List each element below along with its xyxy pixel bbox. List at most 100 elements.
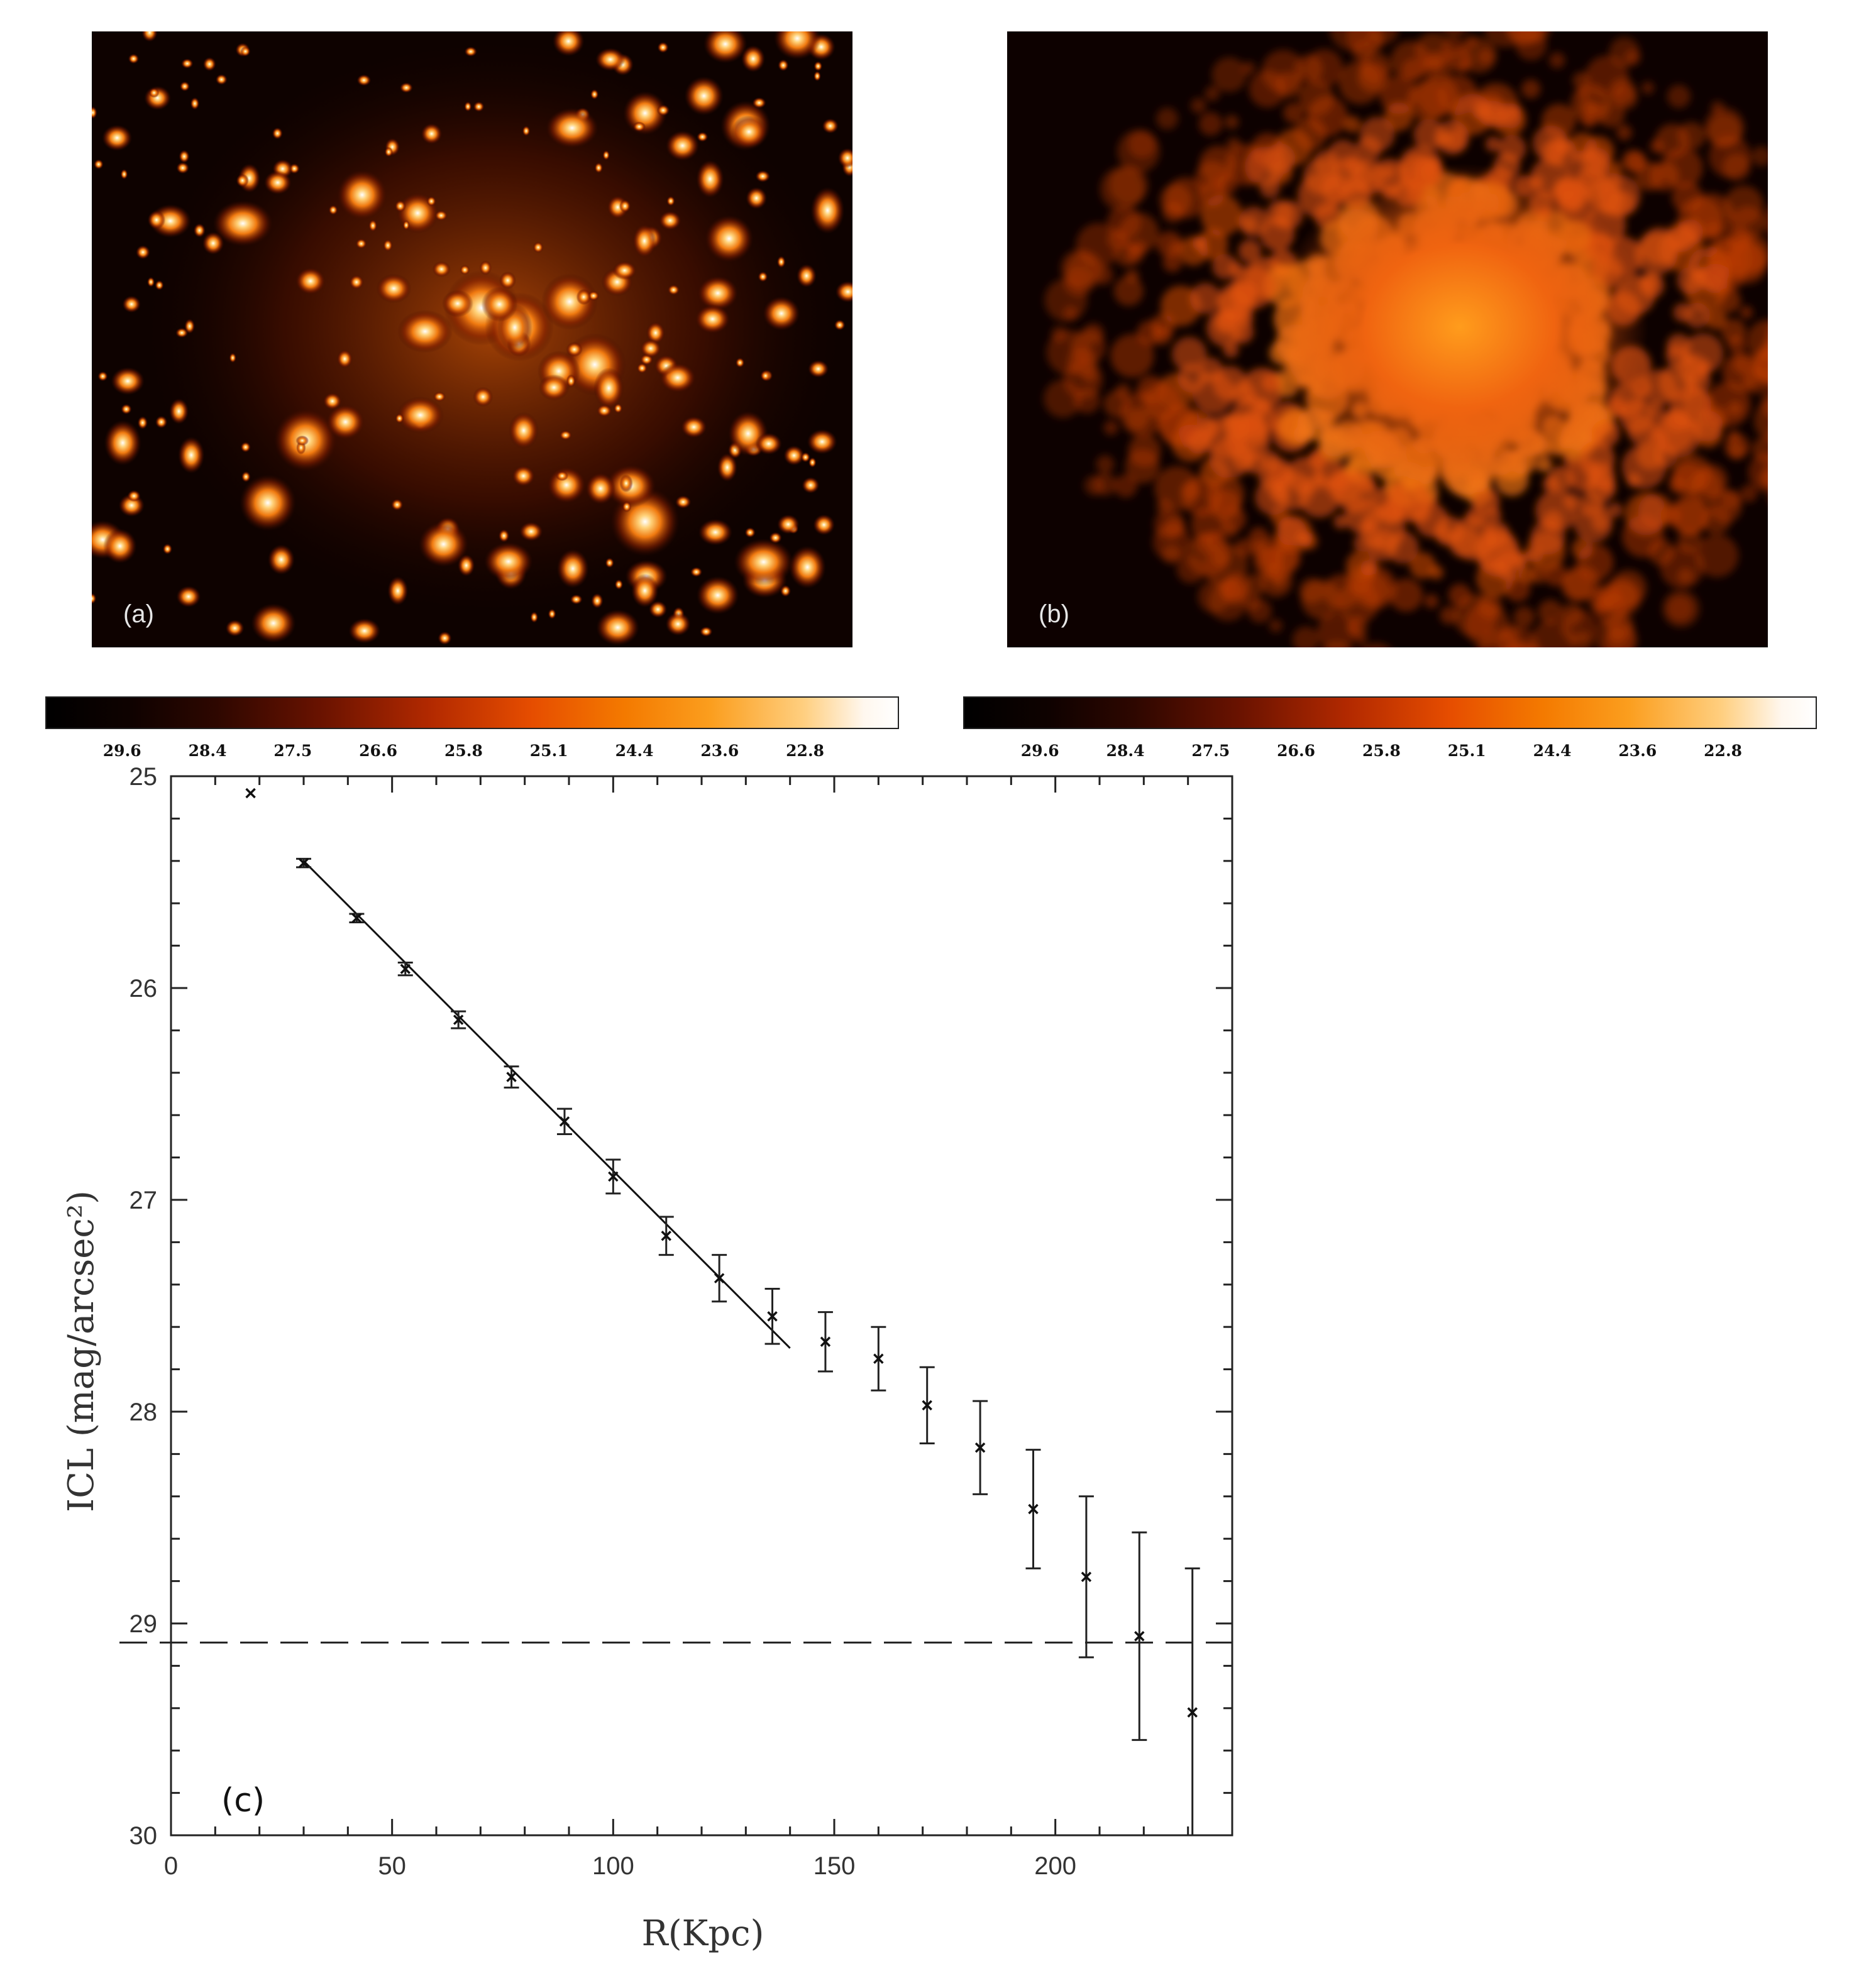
galaxy xyxy=(394,200,406,212)
galaxy xyxy=(176,162,189,174)
galaxy xyxy=(509,412,539,449)
icl-clump xyxy=(1162,201,1184,223)
point-marker xyxy=(1028,1503,1039,1515)
icl-clump xyxy=(1269,619,1283,633)
galaxy xyxy=(355,238,367,249)
colorbar-a-tick: 26.6 xyxy=(359,742,398,760)
galaxy xyxy=(665,130,700,161)
point-marker xyxy=(714,1273,725,1283)
icl-clump xyxy=(1255,480,1291,515)
galaxy xyxy=(763,296,800,331)
icl-clump xyxy=(1229,304,1245,321)
data-point xyxy=(245,788,256,799)
icl-clump xyxy=(1386,531,1419,564)
galaxy xyxy=(295,435,309,446)
galaxy xyxy=(696,576,739,615)
galaxy xyxy=(802,476,820,494)
galaxy xyxy=(387,576,409,606)
icl-clump xyxy=(1498,135,1526,163)
galaxy xyxy=(649,600,668,618)
galaxy xyxy=(667,284,680,295)
galaxy-sources xyxy=(92,31,852,646)
galaxy xyxy=(681,416,707,438)
galaxy xyxy=(121,404,132,415)
icl-clump xyxy=(1363,642,1389,647)
icl-clump xyxy=(1511,554,1527,569)
icl-clump xyxy=(1641,370,1678,406)
icl-clump xyxy=(1416,75,1459,118)
data-point xyxy=(296,857,311,869)
icl-clump xyxy=(1608,162,1623,176)
icl-clump xyxy=(1579,441,1615,478)
galaxy xyxy=(225,620,245,637)
icl-clump xyxy=(1571,537,1593,559)
icl-clump xyxy=(1448,583,1471,607)
point-marker xyxy=(873,1353,884,1364)
galaxy xyxy=(202,231,224,255)
galaxy xyxy=(433,392,446,402)
icl-clump xyxy=(1308,451,1325,468)
icl-clump xyxy=(1126,407,1149,431)
icl-clump xyxy=(1613,85,1638,110)
icl-clump xyxy=(1672,498,1709,535)
icl-clump xyxy=(1162,544,1181,564)
colorbar-b-tick: 26.6 xyxy=(1277,742,1316,760)
galaxy xyxy=(546,107,599,148)
galaxy xyxy=(202,57,216,72)
galaxy xyxy=(814,61,823,72)
galaxy xyxy=(797,264,817,288)
icl-clump xyxy=(1641,227,1679,265)
icl-clump xyxy=(1260,178,1280,199)
bright-galaxy xyxy=(240,475,296,531)
icl-clump xyxy=(1360,116,1395,152)
galaxy xyxy=(120,169,128,180)
galaxy xyxy=(640,339,661,358)
icl-clump xyxy=(1654,444,1678,468)
galaxy xyxy=(137,416,148,430)
galaxy xyxy=(348,618,381,644)
galaxy xyxy=(122,295,141,313)
galaxy xyxy=(744,527,756,538)
galaxy xyxy=(822,118,839,134)
icl-clump xyxy=(1409,552,1436,579)
icl-clump xyxy=(1292,626,1320,647)
icl-clump xyxy=(1113,241,1139,266)
icl-clump xyxy=(1701,505,1731,534)
icl-clump xyxy=(1323,574,1359,610)
data-point xyxy=(1132,1531,1147,1741)
icl-clump xyxy=(1731,206,1765,240)
bright-galaxy xyxy=(337,170,387,220)
galaxy xyxy=(566,374,576,388)
galaxy xyxy=(776,256,786,268)
data-point xyxy=(919,1366,935,1445)
x-tick-label: 100 xyxy=(592,1852,634,1880)
icl-clump xyxy=(1322,641,1352,647)
icl-clump xyxy=(1635,162,1664,191)
galaxy xyxy=(761,370,771,382)
galaxy xyxy=(92,106,97,119)
galaxy xyxy=(241,471,251,483)
galaxy xyxy=(700,626,713,637)
galaxy xyxy=(148,87,160,98)
galaxy xyxy=(141,31,158,42)
point-marker xyxy=(298,857,309,869)
icl-clump xyxy=(1301,533,1318,550)
icl-clump xyxy=(1465,603,1509,647)
icl-clump xyxy=(1521,79,1541,99)
data-point xyxy=(605,1158,621,1195)
galaxy xyxy=(622,501,632,512)
galaxy xyxy=(458,554,475,577)
galaxy xyxy=(585,472,615,505)
icl-clump xyxy=(1215,312,1237,335)
galaxy xyxy=(349,275,364,290)
icl-clump xyxy=(1156,231,1183,258)
point-marker xyxy=(1134,1630,1145,1642)
icl-clump xyxy=(1528,547,1543,563)
x-tick-label: 0 xyxy=(164,1852,178,1880)
galaxy xyxy=(591,593,604,609)
icl-clump xyxy=(1549,52,1565,69)
colorbar-b-tick: 23.6 xyxy=(1618,742,1657,760)
y-axis-label: ICL (mag/arcsec²) xyxy=(61,1190,102,1512)
galaxy xyxy=(111,367,145,395)
galaxy xyxy=(102,124,133,151)
